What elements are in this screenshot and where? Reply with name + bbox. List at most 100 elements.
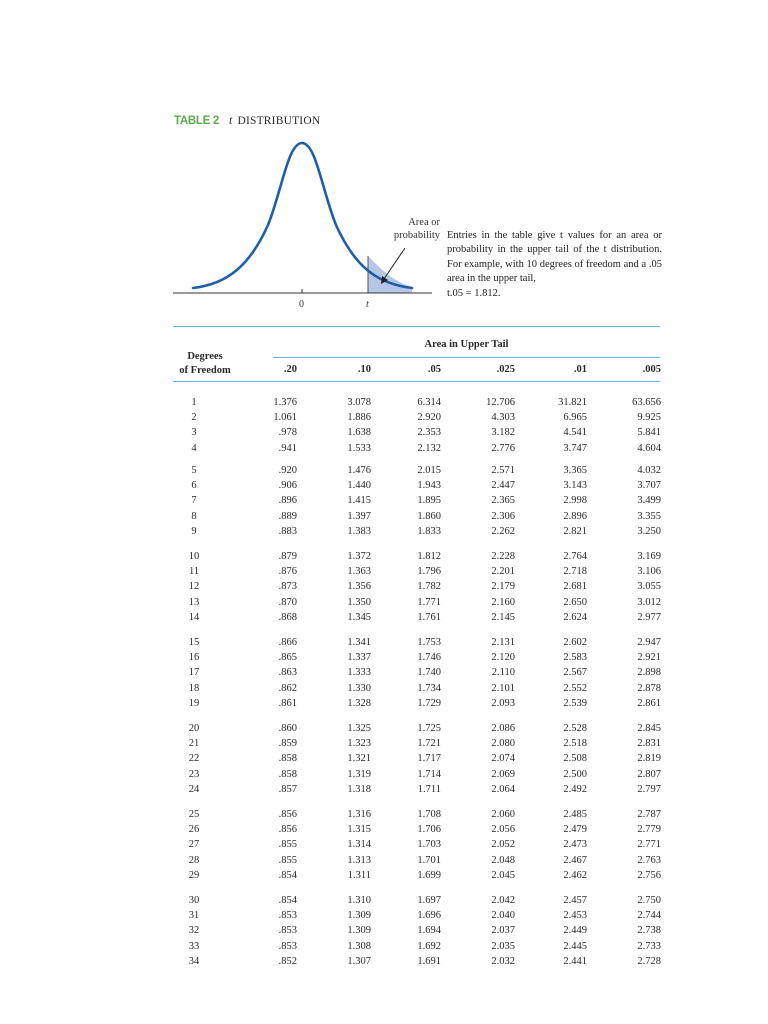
t-value-cell: .889 [278,510,297,522]
t-value-cell: 3.169 [637,551,661,562]
t-value-cell: 2.479 [563,824,587,836]
t-value-cell: 9.925 [637,412,661,424]
t-value-cell: 1.314 [347,839,371,851]
t-value-cell: 2.921 [637,652,661,664]
arrow-line [383,247,406,280]
t-value-cell: 31.821 [558,397,587,408]
t-value-cell: 2.445 [563,940,587,952]
t-value-cell: 2.131 [491,637,515,648]
table-row: 29 .854 1.311 1.699 2.045 2.462 2.756 [0,870,768,884]
t-value-cell: 1.729 [417,697,441,709]
t-value-cell: 5.841 [637,427,661,439]
t-value-cell: 2.624 [563,611,587,623]
degrees-of-freedom-cell: 19 [188,697,200,709]
degrees-of-freedom-cell: 10 [188,551,200,562]
table-row: 3 .978 1.638 2.353 3.182 4.541 5.841 [0,427,768,441]
t-value-cell: .866 [278,637,297,648]
t-value-cell: 3.012 [637,596,661,608]
t-value-cell: 2.074 [491,753,515,765]
degrees-of-freedom-cell: 18 [188,682,200,694]
t-value-cell: 12.706 [486,397,515,408]
t-value-cell: 2.145 [491,611,515,623]
t-value-cell: .853 [278,940,297,952]
t-value-cell: .883 [278,525,297,537]
t-value-cell: 1.895 [417,495,441,507]
degrees-of-freedom-cell: 4 [191,442,197,454]
t-value-cell: 2.508 [563,753,587,765]
degrees-of-freedom-cell: 16 [188,652,200,664]
column-header-025: .025 [496,364,515,375]
t-value-cell: 1.717 [417,753,441,765]
t-value-cell: 2.797 [637,783,661,795]
t-value-cell: 1.721 [417,738,441,750]
t-value-cell: 1.397 [347,510,371,522]
t-value-cell: 6.965 [563,412,587,424]
t-value-cell: 2.896 [563,510,587,522]
t-value-cell: 2.738 [637,925,661,937]
t-value-cell: 2.552 [563,682,587,694]
degrees-of-freedom-cell: 32 [188,925,200,937]
t-value-cell: 1.309 [347,925,371,937]
t-value-cell: 1.061 [273,412,297,424]
t-value-cell: 1.333 [347,667,371,679]
t-value-cell: .860 [278,723,297,734]
t-value-cell: 3.355 [637,510,661,522]
t-value-cell: 1.321 [347,753,371,765]
degrees-of-freedom-cell: 34 [188,955,200,967]
t-value-cell: .858 [278,768,297,780]
t-value-cell: 2.518 [563,738,587,750]
t-value-cell: 3.078 [347,397,371,408]
column-header-01: .01 [573,364,587,375]
degrees-of-freedom-cell: 27 [188,839,200,851]
t-value-cell: 3.747 [563,442,587,454]
degrees-of-freedom-cell: 25 [188,809,200,820]
t-value-cell: 1.782 [417,581,441,593]
t-value-cell: 2.086 [491,723,515,734]
degrees-of-freedom-cell: 26 [188,824,200,836]
t-value-cell: 2.040 [491,910,515,922]
t-value-cell: 2.744 [637,910,661,922]
t-value-cell: 1.318 [347,783,371,795]
t-value-cell: 2.771 [637,839,661,851]
degrees-of-freedom-cell: 14 [188,611,200,623]
t-value-cell: 4.604 [637,442,661,454]
t-value-cell: 1.703 [417,839,441,851]
t-value-cell: 2.763 [637,854,661,866]
table-description: Entries in the table give t values for a… [447,230,662,299]
t-value-cell: 2.306 [491,510,515,522]
column-header-20: .20 [283,364,297,375]
t-value-cell: .859 [278,738,297,750]
t-value-cell: 2.045 [491,869,515,881]
t-value-cell: 2.228 [491,551,515,562]
table-row: 4 .941 1.533 2.132 2.776 3.747 4.604 [0,443,768,457]
t-value-cell: 1.691 [417,955,441,967]
degrees-of-freedom-cell: 13 [188,596,200,608]
t-value-cell: 1.533 [347,442,371,454]
t-value-cell: 3.499 [637,495,661,507]
t-value-cell: 2.060 [491,809,515,820]
t-value-cell: 1.711 [417,783,441,795]
t-value-cell: 1.310 [347,895,371,906]
table-row: 1 1.376 3.078 6.314 12.706 31.821 63.656 [0,397,768,411]
table-row: 15 .866 1.341 1.753 2.131 2.602 2.947 [0,637,768,651]
table-row: 16 .865 1.337 1.746 2.120 2.583 2.921 [0,652,768,666]
t-value-cell: 2.110 [491,667,515,679]
table-row: 22 .858 1.321 1.717 2.074 2.508 2.819 [0,753,768,767]
t-value-cell: 1.337 [347,652,371,664]
column-header-05: .05 [427,364,441,375]
degrees-of-freedom-cell: 17 [188,667,200,679]
degrees-of-freedom-cell: 20 [188,723,200,734]
t-value-cell: .862 [278,682,297,694]
t-value-cell: 2.998 [563,495,587,507]
t-value-cell: .978 [278,427,297,439]
table-row: 19 .861 1.328 1.729 2.093 2.539 2.861 [0,698,768,712]
degrees-of-freedom-cell: 11 [188,566,200,578]
t-value-cell: 1.328 [347,697,371,709]
degrees-of-freedom-cell: 22 [188,753,200,765]
t-value-cell: 1.376 [273,397,297,408]
t-value-cell: 2.528 [563,723,587,734]
degrees-of-freedom-cell: 24 [188,783,200,795]
t-value-cell: 1.440 [347,480,371,492]
degrees-of-freedom-cell: 6 [191,480,197,492]
t-value-cell: 2.441 [563,955,587,967]
